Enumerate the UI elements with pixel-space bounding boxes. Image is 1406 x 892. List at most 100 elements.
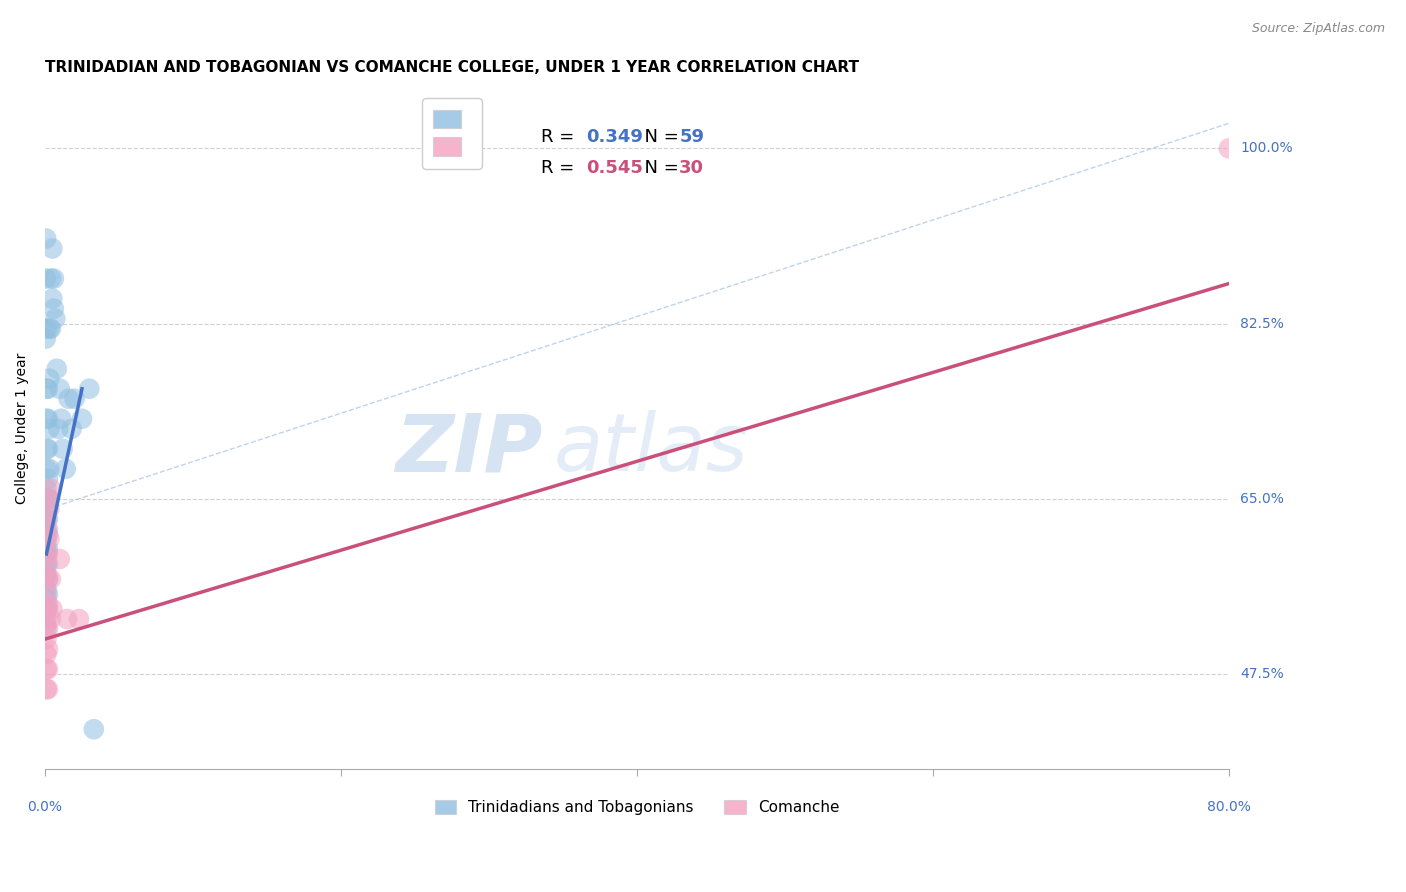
- Text: 30: 30: [679, 159, 704, 177]
- Point: [37, 411, 59, 425]
- Point: [38, 321, 60, 335]
- Point: [35, 552, 58, 566]
- Text: Source: ZipAtlas.com: Source: ZipAtlas.com: [1251, 22, 1385, 36]
- Text: TRINIDADIAN AND TOBAGONIAN VS COMANCHE COLLEGE, UNDER 1 YEAR CORRELATION CHART: TRINIDADIAN AND TOBAGONIAN VS COMANCHE C…: [45, 60, 859, 75]
- Text: ZIP: ZIP: [395, 410, 543, 488]
- Point: [37, 541, 59, 556]
- Point: [52, 442, 75, 456]
- Text: 59: 59: [679, 128, 704, 145]
- Legend: Trinidadians and Tobagonians, Comanche: Trinidadians and Tobagonians, Comanche: [427, 792, 846, 823]
- Point: [49, 552, 72, 566]
- Point: [60, 422, 83, 436]
- Point: [35, 442, 58, 456]
- Point: [38, 422, 60, 436]
- Point: [35, 532, 58, 546]
- Point: [35, 602, 58, 616]
- Point: [79, 382, 101, 396]
- Text: 0.349: 0.349: [586, 128, 643, 145]
- Text: N =: N =: [633, 159, 685, 177]
- Point: [35, 582, 58, 596]
- Point: [46, 422, 69, 436]
- Point: [41, 602, 63, 616]
- Point: [37, 382, 59, 396]
- Point: [37, 472, 59, 486]
- Point: [35, 587, 58, 601]
- Point: [35, 332, 58, 346]
- Point: [35, 231, 58, 245]
- Point: [35, 491, 58, 506]
- Point: [35, 632, 58, 646]
- Text: N =: N =: [633, 128, 685, 145]
- Point: [35, 382, 58, 396]
- Point: [37, 491, 59, 506]
- Point: [37, 522, 59, 536]
- Text: 80.0%: 80.0%: [1206, 800, 1251, 814]
- Point: [35, 462, 58, 476]
- Text: 0.545: 0.545: [586, 159, 643, 177]
- Point: [38, 491, 60, 506]
- Point: [38, 532, 60, 546]
- Point: [37, 547, 59, 561]
- Point: [83, 723, 105, 737]
- Point: [49, 382, 72, 396]
- Point: [35, 512, 58, 526]
- Point: [35, 482, 58, 496]
- Point: [67, 612, 90, 626]
- Point: [37, 527, 59, 541]
- Point: [35, 271, 58, 285]
- Point: [41, 242, 63, 256]
- Point: [35, 612, 58, 626]
- Point: [39, 321, 62, 335]
- Point: [35, 541, 58, 556]
- Point: [45, 361, 67, 376]
- Point: [37, 512, 59, 526]
- Text: 100.0%: 100.0%: [1240, 141, 1292, 155]
- Point: [35, 662, 58, 676]
- Point: [35, 602, 58, 616]
- Point: [38, 372, 60, 386]
- Point: [55, 462, 77, 476]
- Point: [70, 411, 93, 425]
- Point: [37, 602, 59, 616]
- Point: [35, 557, 58, 571]
- Point: [35, 512, 58, 526]
- Text: R =: R =: [541, 128, 581, 145]
- Point: [42, 271, 65, 285]
- Point: [35, 592, 58, 607]
- Point: [35, 532, 58, 546]
- Point: [35, 502, 58, 516]
- Point: [35, 411, 58, 425]
- Point: [42, 301, 65, 316]
- Point: [37, 572, 59, 586]
- Point: [39, 271, 62, 285]
- Point: [44, 311, 66, 326]
- Point: [35, 682, 58, 697]
- Point: [39, 612, 62, 626]
- Point: [1218, 141, 1240, 155]
- Point: [37, 622, 59, 636]
- Point: [63, 392, 86, 406]
- Point: [35, 567, 58, 582]
- Point: [35, 321, 58, 335]
- Point: [35, 547, 58, 561]
- Text: atlas: atlas: [554, 410, 749, 488]
- Point: [56, 612, 79, 626]
- Point: [37, 557, 59, 571]
- Text: 65.0%: 65.0%: [1240, 491, 1284, 506]
- Point: [38, 502, 60, 516]
- Point: [35, 647, 58, 661]
- Y-axis label: College, Under 1 year: College, Under 1 year: [15, 353, 30, 505]
- Point: [39, 572, 62, 586]
- Point: [37, 662, 59, 676]
- Point: [35, 567, 58, 582]
- Point: [58, 392, 80, 406]
- Point: [39, 482, 62, 496]
- Text: 47.5%: 47.5%: [1240, 667, 1284, 681]
- Point: [35, 622, 58, 636]
- Point: [37, 597, 59, 611]
- Text: 0.0%: 0.0%: [28, 800, 62, 814]
- Text: R =: R =: [541, 159, 581, 177]
- Point: [37, 572, 59, 586]
- Point: [37, 642, 59, 657]
- Point: [38, 462, 60, 476]
